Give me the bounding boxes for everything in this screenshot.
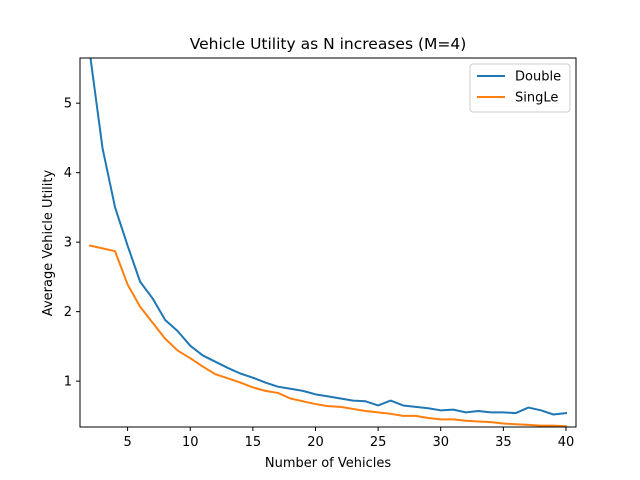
x-axis-title: Number of Vehicles xyxy=(265,456,392,471)
x-tick-label: 10 xyxy=(182,435,199,450)
y-tick-label: 3 xyxy=(64,236,72,251)
y-axis-title: Average Vehicle Utility xyxy=(41,170,56,317)
series-line-double xyxy=(89,58,568,416)
legend-label-double: Double xyxy=(515,70,561,85)
x-tick-label: 35 xyxy=(495,435,512,450)
y-tick-label: 2 xyxy=(64,305,72,320)
x-axis: 5 10 15 20 25 30 35 40 xyxy=(123,427,574,450)
x-tick-label: 5 xyxy=(123,435,131,450)
y-tick-label: 1 xyxy=(64,375,72,390)
x-tick-label: 20 xyxy=(307,435,324,450)
x-tick-label: 25 xyxy=(370,435,387,450)
x-tick-label: 30 xyxy=(432,435,449,450)
y-tick-label: 5 xyxy=(64,97,72,112)
plot-frame xyxy=(79,57,577,428)
y-axis: 1 2 3 4 5 xyxy=(64,97,80,390)
chart-title: Vehicle Utility as N increases (M=4) xyxy=(190,35,467,53)
x-tick-label: 15 xyxy=(245,435,262,450)
y-tick-label: 4 xyxy=(64,166,72,181)
series-line-single xyxy=(88,244,568,427)
legend: Double SingLe xyxy=(469,63,571,113)
x-tick-label: 40 xyxy=(558,435,575,450)
legend-label-single: SingLe xyxy=(515,91,558,106)
